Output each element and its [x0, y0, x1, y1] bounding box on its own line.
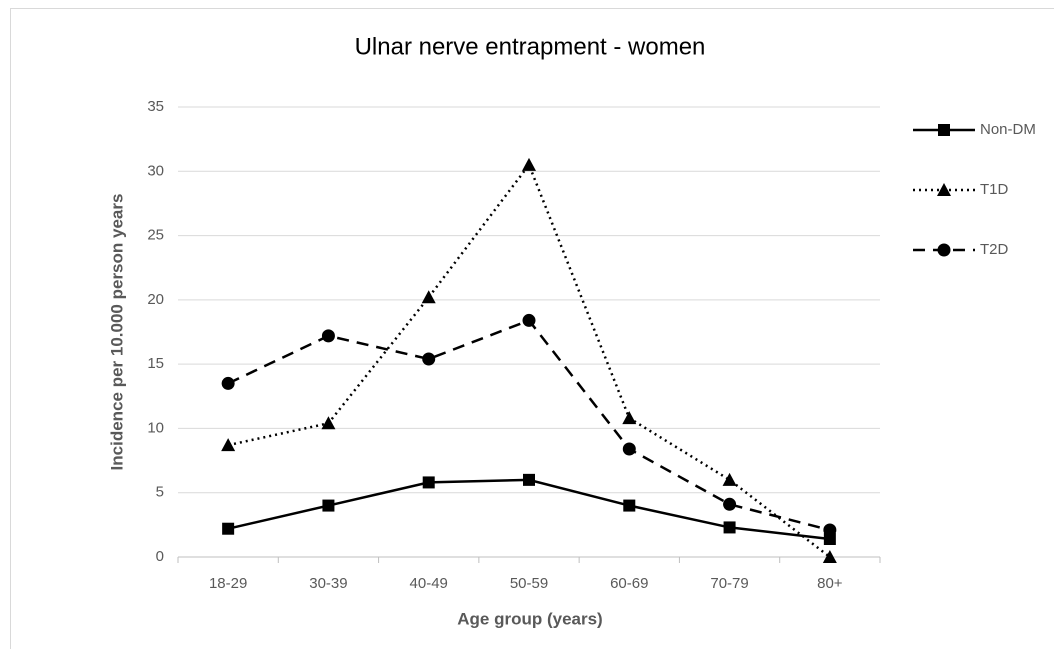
- y-tick-label: 5: [156, 484, 164, 501]
- legend-label: T2D: [980, 241, 1009, 258]
- y-tick-label: 25: [147, 227, 164, 244]
- y-tick-label: 0: [156, 548, 164, 565]
- legend-marker: [938, 124, 950, 136]
- marker: [622, 442, 636, 456]
- legend-marker: [937, 183, 951, 196]
- series-line: [227, 318, 831, 532]
- marker: [522, 157, 536, 171]
- series-line: [227, 478, 831, 541]
- y-axis-label: Incidence per 10.000 person years: [107, 194, 126, 471]
- marker: [321, 329, 335, 343]
- y-tick-label: 15: [147, 355, 164, 372]
- y-tick-label: 10: [147, 419, 164, 436]
- marker: [622, 411, 637, 425]
- marker: [823, 523, 837, 537]
- x-tick-label: 70-79: [710, 575, 748, 592]
- legend-label: Non-DM: [980, 121, 1036, 138]
- y-tick-label: 20: [147, 291, 164, 308]
- marker: [623, 499, 636, 512]
- marker: [522, 313, 536, 327]
- series-line: [227, 162, 831, 558]
- chart-title: Ulnar nerve entrapment - women: [355, 33, 706, 60]
- x-tick-label: 60-69: [610, 575, 648, 592]
- marker: [322, 499, 335, 512]
- marker: [321, 416, 336, 430]
- x-tick-label: 50-59: [510, 575, 548, 592]
- legend-marker: [937, 243, 951, 257]
- marker: [421, 290, 436, 304]
- x-tick-label: 18-29: [209, 575, 247, 592]
- marker: [221, 438, 236, 452]
- chart-border: [10, 8, 1054, 649]
- x-axis-label: Age group (years): [457, 609, 602, 628]
- marker: [422, 476, 435, 489]
- marker: [723, 521, 736, 534]
- y-tick-label: 35: [147, 98, 164, 115]
- marker: [222, 522, 235, 535]
- marker: [422, 352, 436, 366]
- marker: [822, 550, 837, 563]
- x-tick-label: 80+: [817, 575, 843, 592]
- marker: [221, 376, 235, 390]
- marker: [722, 472, 737, 486]
- marker: [523, 473, 535, 486]
- marker: [823, 533, 836, 545]
- legend-label: T1D: [980, 181, 1009, 198]
- x-tick-label: 30-39: [309, 575, 347, 592]
- x-tick-label: 40-49: [410, 575, 448, 592]
- marker: [723, 497, 737, 511]
- y-tick-label: 30: [147, 162, 164, 179]
